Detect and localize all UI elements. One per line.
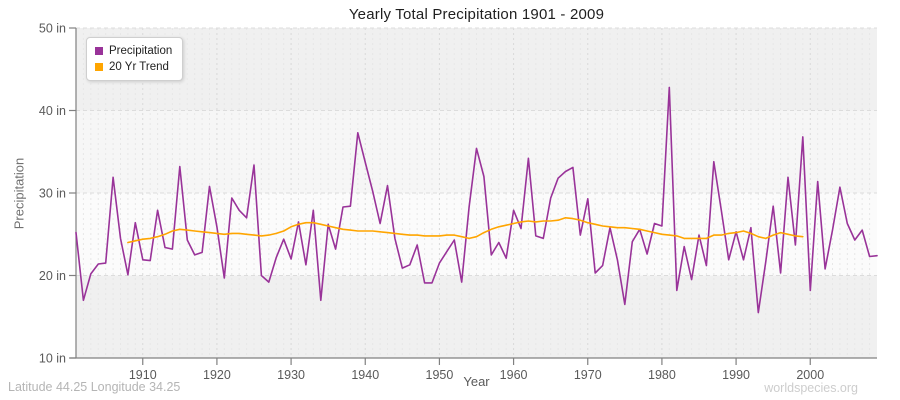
x-tick-label: 1950 — [426, 368, 454, 382]
y-tick-label: 30 in — [39, 187, 66, 201]
legend-item-precipitation: Precipitation — [95, 43, 172, 59]
trend-line — [127, 217, 804, 244]
y-tick-label: 20 in — [39, 269, 66, 283]
precipitation-line — [75, 86, 878, 314]
watermark-label: worldspecies.org — [764, 381, 858, 395]
y-tick-label: 50 in — [39, 22, 66, 36]
latitude-longitude-label: Latitude 44.25 Longitude 34.25 — [8, 380, 181, 394]
legend: Precipitation 20 Yr Trend — [86, 37, 184, 81]
x-tick-label: 2000 — [796, 368, 824, 382]
x-tick-label: 1980 — [648, 368, 676, 382]
y-tick-label: 10 in — [39, 352, 66, 366]
trend-swatch-icon — [95, 63, 103, 71]
legend-label-precipitation: Precipitation — [109, 45, 173, 57]
legend-label-trend: 20 Yr Trend — [109, 61, 169, 73]
x-tick-label: 1930 — [277, 368, 305, 382]
x-tick-label: 1990 — [722, 368, 750, 382]
precipitation-swatch-icon — [95, 47, 103, 55]
x-tick-label: 1920 — [203, 368, 231, 382]
x-tick-label: 1960 — [500, 368, 528, 382]
x-tick-label: 1910 — [129, 368, 157, 382]
legend-item-trend: 20 Yr Trend — [95, 59, 172, 75]
y-tick-label: 40 in — [39, 104, 66, 118]
x-tick-label: 1940 — [351, 368, 379, 382]
x-tick-label: 1970 — [574, 368, 602, 382]
y-axis-title: Precipitation — [11, 157, 27, 230]
x-axis-title: Year — [463, 374, 490, 389]
chart-title: Yearly Total Precipitation 1901 - 2009 — [348, 6, 605, 23]
